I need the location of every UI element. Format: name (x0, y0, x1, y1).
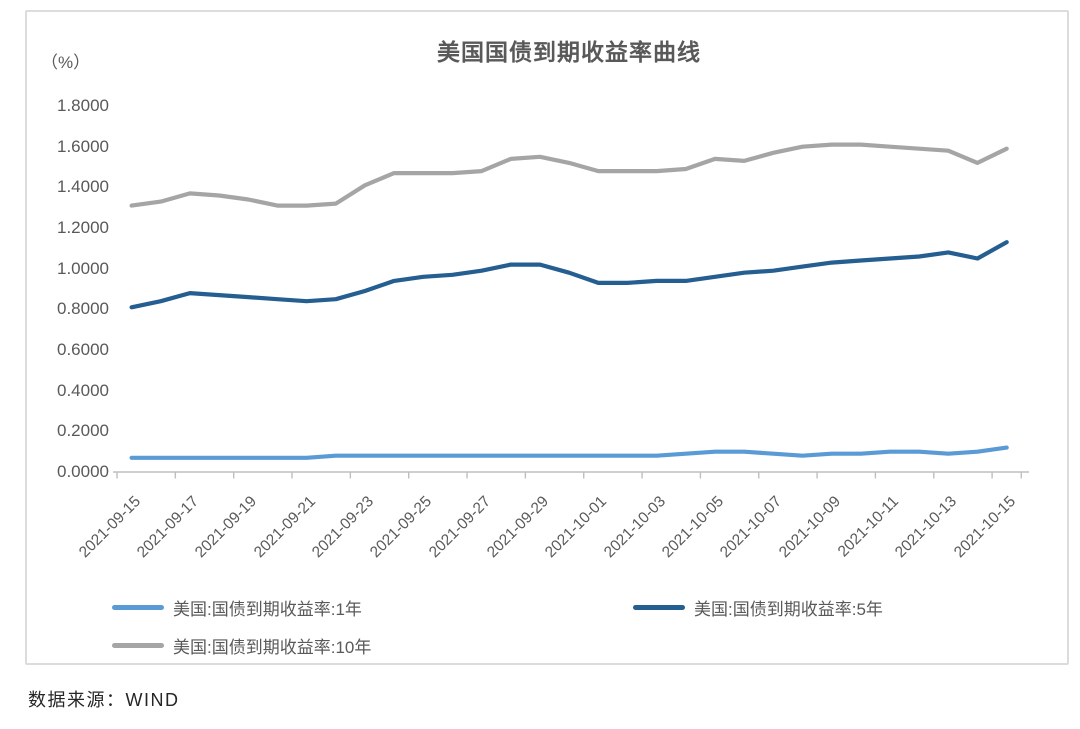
chart-title: 美国国债到期收益率曲线 (437, 39, 701, 65)
series-line (129, 240, 1009, 310)
y-axis-tick-label: 1.4000 (57, 177, 109, 197)
y-axis-tick-label: 0.4000 (57, 380, 109, 400)
y-axis-tick-label: 1.8000 (57, 96, 109, 115)
legend-line-swatch (112, 605, 164, 610)
legend-label: 美国:国债到期收益率:10年 (173, 638, 372, 657)
plot-area (113, 142, 1029, 479)
y-axis-tick-label: 0.2000 (57, 421, 109, 441)
y-axis-tick-label: 1.6000 (57, 136, 109, 156)
chart-container: 美国国债到期收益率曲线 （%） 0.0000 0.2000 0.4000 0.6000… (25, 10, 1069, 665)
legend-label: 美国:国债到期收益率:1年 (173, 600, 362, 619)
y-axis-unit-label: （%） (41, 53, 91, 72)
y-axis-tick-label: 0.6000 (57, 340, 109, 359)
series-line (129, 445, 1009, 460)
series-line (129, 142, 1009, 208)
legend-line-swatch (633, 605, 685, 610)
y-axis-tick-label: 0.8000 (57, 299, 109, 319)
data-source-label: 数据来源：WIND (28, 690, 180, 710)
legend-label: 美国:国债到期收益率:5年 (694, 600, 883, 619)
y-axis-tick-label: 1.0000 (57, 258, 109, 278)
legend-item: 美国:国债到期收益率:10年 (112, 633, 633, 658)
y-axis-tick-label: 1.2000 (57, 218, 109, 237)
legend: 美国:国债到期收益率:1年 美国:国债到期收益率:5年美国:国债到期收益率:10年 (112, 595, 1032, 658)
legend-item: 美国:国债到期收益率:5年 (633, 595, 1032, 620)
y-axis-tick-label: 0.0000 (57, 462, 109, 481)
legend-item: 美国:国债到期收益率:1年 (112, 595, 633, 620)
legend-line-swatch (112, 643, 164, 648)
